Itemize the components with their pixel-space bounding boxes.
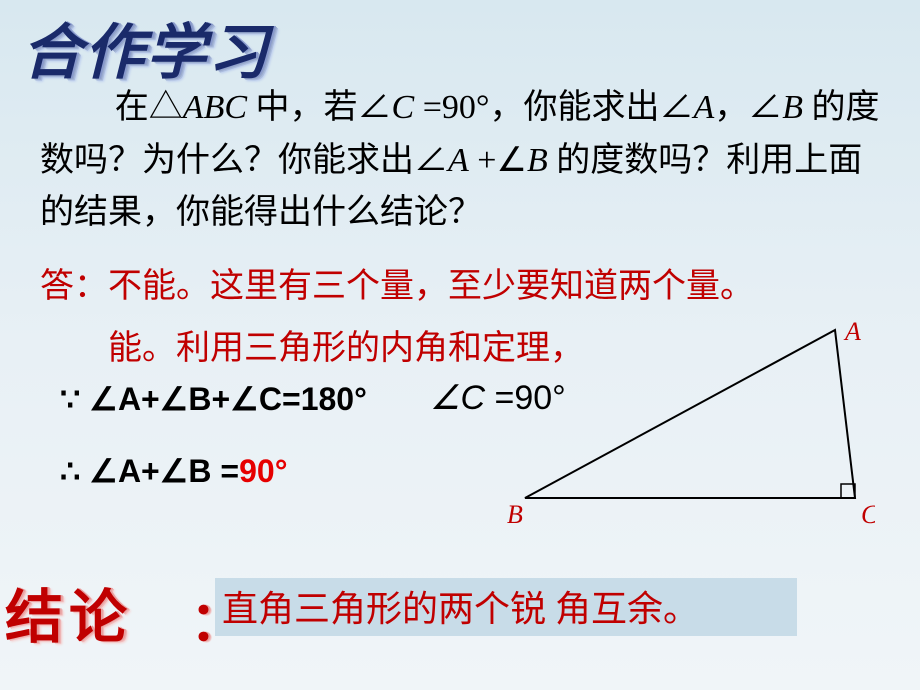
q-b2: B (527, 142, 548, 179)
answer-line-1: 答：不能。这里有三个量，至少要知道两个量。 (40, 258, 754, 307)
q-frag: +∠ (469, 142, 527, 179)
because-symbol: ∵ (60, 381, 80, 417)
q-frag: ，∠ (714, 89, 782, 126)
vertex-label-c: C (861, 500, 875, 528)
answer1-text: 不能。这里有三个量，至少要知道两个量。 (108, 268, 754, 305)
therefore-symbol: ∴ (60, 453, 80, 489)
conclusion-text: 直角三角形的两个锐 角互余。 (222, 580, 699, 632)
sum-180: ∠A+∠B+∠C=180° (80, 381, 367, 417)
q-b: B (782, 89, 803, 126)
vertex-label-a: A (843, 318, 861, 346)
q-frag: 中，若∠ (247, 89, 392, 126)
answer-label: 答： (40, 268, 108, 305)
q-a2: A (448, 142, 469, 179)
q-frag: 在△ (115, 89, 183, 126)
sum-ab: ∠A+∠B = (80, 453, 239, 489)
conclusion-heading: 结论 (5, 570, 133, 654)
q-a: A (693, 89, 714, 126)
vertex-label-b: B (507, 500, 523, 528)
angle-c-label: ∠C (430, 379, 494, 417)
q-c: C (392, 89, 415, 126)
equation-line-2: ∴ ∠A+∠B =90° (60, 452, 288, 490)
triangle-shape (525, 330, 855, 498)
triangle-svg: A B C (505, 318, 875, 528)
section-title: 合作学习 (22, 4, 270, 91)
ninety-deg: 90° (239, 453, 287, 489)
triangle-diagram: A B C (505, 318, 875, 518)
question-text: 在△ABC 中，若∠C =90°，你能求出∠A，∠B 的度数吗？为什么？你能求出… (40, 82, 890, 240)
equation-line-1: ∵ ∠A+∠B+∠C=180° (60, 380, 367, 418)
q-abc: ABC (183, 89, 247, 126)
q-frag: =90°，你能求出∠ (414, 89, 693, 126)
